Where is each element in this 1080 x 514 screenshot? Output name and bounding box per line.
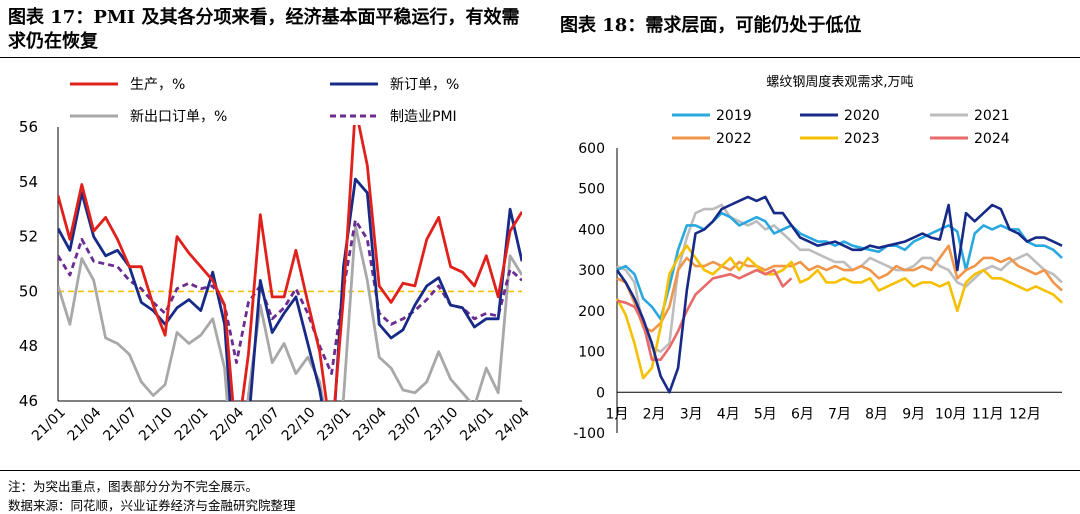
x-tick-label: 6月 (791, 406, 814, 422)
x-tick-label: 4月 (717, 406, 740, 422)
y-tick-label: 48 (19, 337, 38, 355)
right-chart-title: 图表 18：需求层面，可能仍处于低位 (560, 15, 862, 36)
series-line-export_orders (58, 224, 522, 401)
x-tick-label: 10月 (935, 406, 967, 422)
source-note: 数据来源：同花顺，兴业证券经济与金融研究院整理 (8, 498, 296, 513)
x-tick-label: 5月 (754, 406, 777, 422)
legend-label-production: 生产，% (130, 77, 185, 93)
y-tick-label: 0 (596, 385, 605, 401)
y-tick-label: 300 (578, 263, 605, 279)
y-tick-label: 50 (19, 282, 38, 300)
x-tick-label: 11月 (972, 406, 1004, 422)
left-chart-title: 图表 17：PMI 及其各分项来看，经济基本面平稳运行，有效需求仍在恢复 (8, 7, 520, 52)
x-tick-label: 8月 (865, 406, 888, 422)
x-tick-label: 7月 (828, 406, 851, 422)
header-rule (0, 57, 1080, 58)
y-tick-label: -100 (573, 426, 605, 442)
legend-label-y2024: 2024 (974, 131, 1010, 147)
legend-label-y2019: 2019 (716, 108, 752, 124)
y-tick-label: 56 (19, 118, 38, 136)
chart-title: 螺纹钢周度表观需求,万吨 (766, 74, 913, 90)
y-tick-label: 100 (578, 345, 605, 361)
y-tick-label: 54 (19, 173, 38, 191)
legend-label-export_orders: 新出口订单，% (130, 109, 227, 125)
pmi-chart: 46485052545621/0121/0421/0721/1022/0122/… (19, 77, 533, 444)
series-line-y2020 (615, 195, 1063, 394)
x-tick-label: 2月 (643, 406, 666, 422)
y-tick-label: 52 (19, 228, 38, 246)
y-tick-label: 200 (578, 304, 605, 320)
legend-label-y2022: 2022 (716, 131, 752, 147)
legend-label-y2023: 2023 (844, 131, 880, 147)
legend-label-new_orders: 新订单，% (390, 77, 459, 93)
series-line-y2024 (616, 268, 793, 362)
y-tick-label: 600 (578, 141, 605, 157)
series-line-y2023 (615, 244, 1063, 380)
series-line-new_orders (58, 177, 522, 401)
footnote: 注：为突出重点，图表部分分为不完全展示。 (8, 479, 259, 494)
footer-rule (0, 470, 1080, 471)
x-tick-label: 9月 (902, 406, 925, 422)
y-tick-label: 400 (578, 222, 605, 238)
y-tick-label: 46 (19, 392, 38, 410)
series-line-y2019 (616, 211, 1063, 321)
x-tick-label: 12月 (1009, 406, 1041, 422)
x-tick-label: 3月 (680, 406, 703, 422)
legend-label-y2021: 2021 (974, 108, 1010, 124)
legend-label-pmi: 制造业PMI (390, 109, 457, 125)
x-tick-label: 1月 (606, 406, 629, 422)
series-line-production (58, 125, 522, 401)
y-tick-label: 500 (578, 182, 605, 198)
rebar-demand-chart: 螺纹钢周度表观需求,万吨 -100 0 100 200 300 400 500 600 1月 2月 3… (573, 74, 1063, 442)
legend-label-y2020: 2020 (844, 108, 880, 124)
